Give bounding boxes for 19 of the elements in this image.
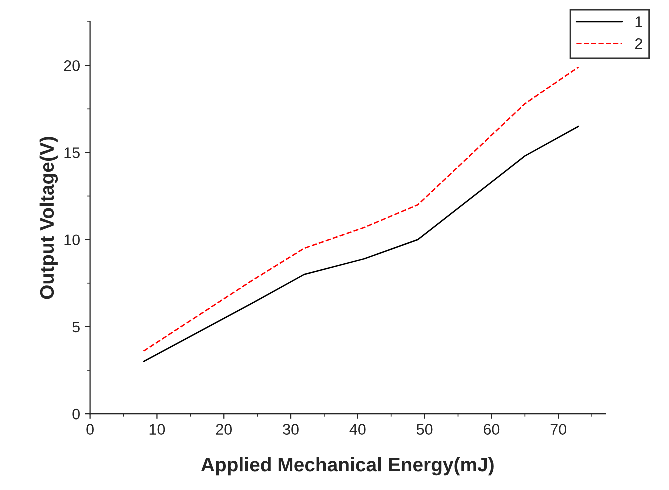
x-tick-label: 0 <box>86 424 94 435</box>
x-tick-label: 60 <box>484 424 500 435</box>
y-tick-label: 20 <box>64 60 80 72</box>
x-tick-label: 50 <box>416 424 433 435</box>
y-tick-label: 0 <box>72 408 80 420</box>
line-series <box>143 126 580 362</box>
y-tick-label: 15 <box>64 148 80 158</box>
legend-label: 2 <box>635 38 642 50</box>
x-tick-label: 20 <box>216 424 232 435</box>
x-axis-title: Applied Mechanical Energy(mJ) <box>201 457 494 476</box>
x-tick-label: 70 <box>550 424 567 435</box>
x-tick-label: 40 <box>350 424 366 435</box>
line-series <box>143 66 580 352</box>
y-tick-label: 5 <box>72 322 80 333</box>
x-tick-label: 30 <box>283 424 299 435</box>
x-tick-label: 10 <box>150 424 166 435</box>
legend-label: 1 <box>636 16 642 28</box>
y-tick-label: 10 <box>64 234 80 246</box>
y-axis-title: Output Voltage(V) <box>40 137 58 300</box>
